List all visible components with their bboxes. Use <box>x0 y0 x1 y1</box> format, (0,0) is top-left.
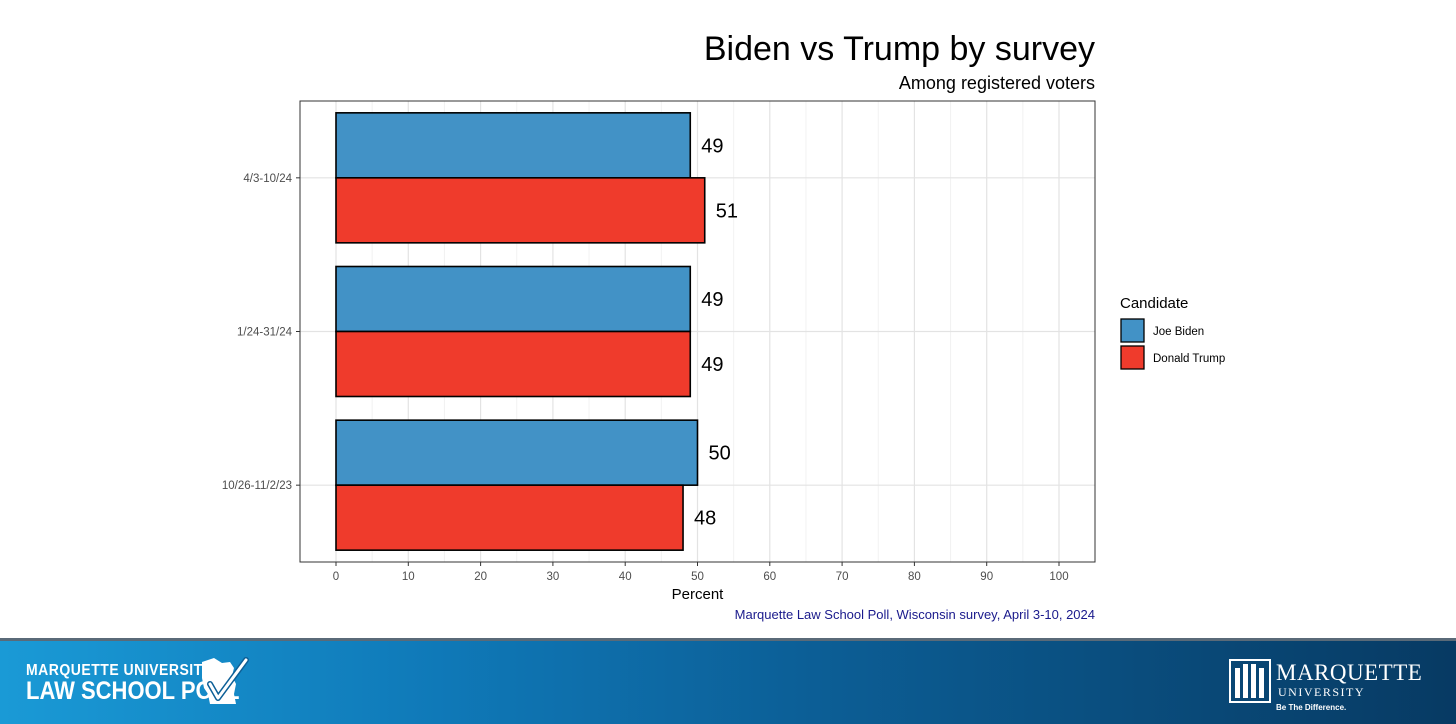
logo-subname: UNIVERSITY <box>1278 685 1365 699</box>
wisconsin-checkmark-icon <box>202 657 249 704</box>
footer-banner: MARQUETTE UNIVERSITY LAW SCHOOL POLL MAR… <box>0 638 1456 724</box>
x-tick-label: 50 <box>691 571 704 583</box>
legend-swatch <box>1120 345 1145 370</box>
y-tick-label: 4/3-10/24 <box>243 173 292 185</box>
bar-joe-biden <box>335 419 699 486</box>
law-school-poll-logo: MARQUETTE UNIVERSITY LAW SCHOOL POLL <box>26 659 239 703</box>
x-tick-label: 0 <box>333 571 339 583</box>
legend-swatch <box>1120 318 1145 343</box>
bar-value-label: 51 <box>716 200 738 222</box>
x-tick-label: 100 <box>1049 571 1068 583</box>
x-tick-label: 40 <box>619 571 632 583</box>
x-tick-label: 80 <box>908 571 921 583</box>
bar-joe-biden <box>335 112 692 179</box>
bar-joe-biden <box>335 265 692 333</box>
bar-value-label: 50 <box>709 443 731 465</box>
x-tick-label: 90 <box>980 571 993 583</box>
bar-value-label: 49 <box>701 289 723 311</box>
x-tick-label: 30 <box>547 571 560 583</box>
logo-name: MARQUETTE <box>1276 660 1423 685</box>
bar-donald-trump <box>335 330 692 398</box>
legend-label: Donald Trump <box>1153 353 1225 365</box>
x-tick-label: 70 <box>836 571 849 583</box>
bar-donald-trump <box>335 484 684 551</box>
bar-value-label: 49 <box>701 135 723 157</box>
y-tick-label: 1/24-31/24 <box>237 327 293 339</box>
x-axis-title: Percent <box>672 586 725 603</box>
x-tick-label: 10 <box>402 571 415 583</box>
y-tick-label: 10/26-11/2/23 <box>222 480 292 492</box>
legend-label: Joe Biden <box>1153 326 1204 338</box>
footer-divider <box>0 638 1456 641</box>
chart-subtitle: Among registered voters <box>898 73 1095 93</box>
x-tick-label: 20 <box>474 571 487 583</box>
chart-title: Biden vs Trump by survey <box>703 30 1095 68</box>
legend-title: Candidate <box>1120 295 1188 312</box>
x-tick-label: 60 <box>763 571 776 583</box>
bar-value-label: 48 <box>694 508 716 530</box>
bar-value-label: 49 <box>701 354 723 376</box>
chart-caption: Marquette Law School Poll, Wisconsin sur… <box>734 607 1095 622</box>
bar-donald-trump <box>335 177 706 244</box>
logo-line-1: MARQUETTE UNIVERSITY <box>26 659 213 679</box>
marquette-tower-icon <box>1229 659 1271 703</box>
chart-canvas: 49 51 49 49 50 48 4/3-10/24 1/24-31/24 10/26-11/… <box>222 100 1225 603</box>
logo-tagline: Be The Difference. <box>1276 703 1347 712</box>
